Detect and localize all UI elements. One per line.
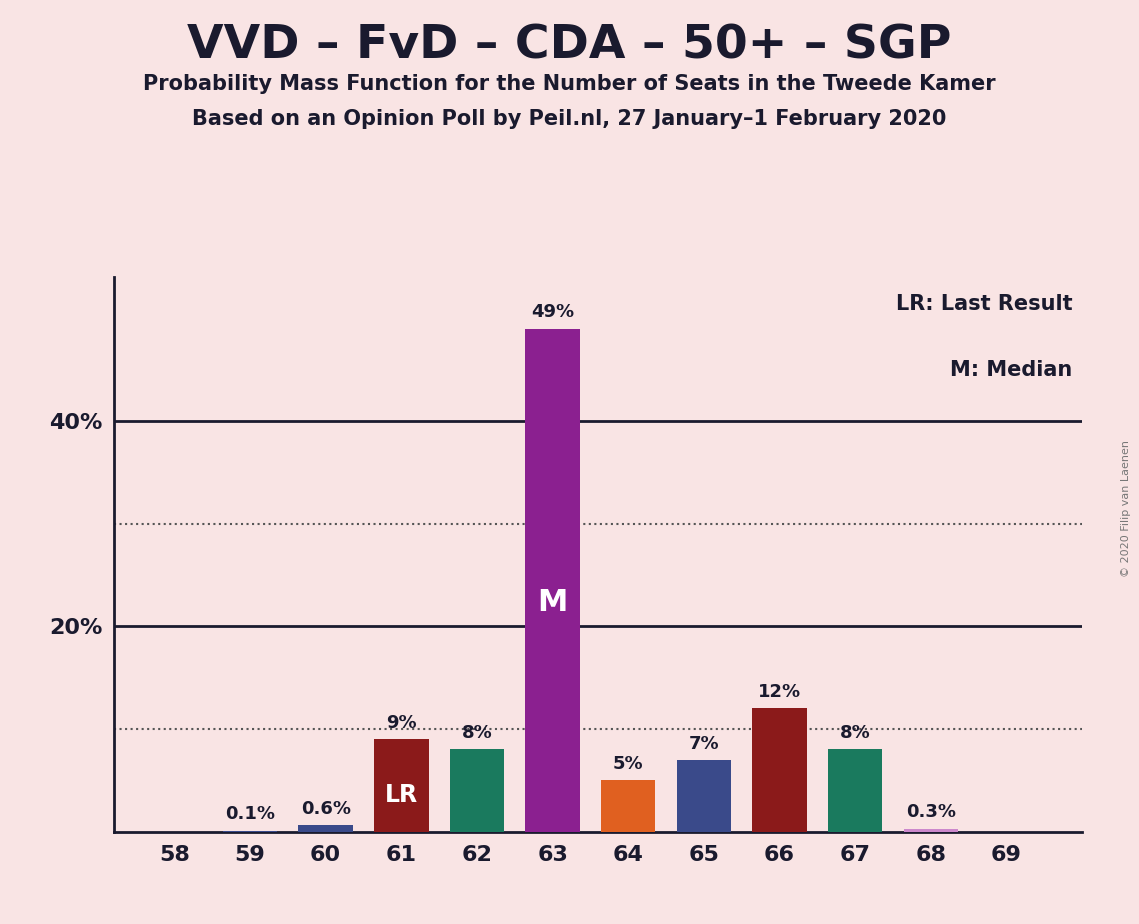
Bar: [374, 739, 428, 832]
Text: M: M: [538, 589, 567, 617]
Bar: [828, 749, 883, 832]
Text: LR: Last Result: LR: Last Result: [895, 294, 1073, 314]
Text: VVD – FvD – CDA – 50+ – SGP: VVD – FvD – CDA – 50+ – SGP: [187, 23, 952, 68]
Bar: [903, 829, 958, 832]
Text: © 2020 Filip van Laenen: © 2020 Filip van Laenen: [1121, 440, 1131, 577]
Text: 8%: 8%: [461, 724, 492, 742]
Text: 0.1%: 0.1%: [226, 806, 274, 823]
Text: LR: LR: [385, 783, 418, 807]
Text: 49%: 49%: [531, 303, 574, 322]
Text: Probability Mass Function for the Number of Seats in the Tweede Kamer: Probability Mass Function for the Number…: [144, 74, 995, 94]
Text: 0.6%: 0.6%: [301, 800, 351, 819]
Text: 0.3%: 0.3%: [906, 803, 956, 821]
Text: 5%: 5%: [613, 755, 644, 773]
Bar: [450, 749, 505, 832]
Bar: [752, 709, 806, 832]
Bar: [601, 780, 655, 832]
Text: 12%: 12%: [757, 683, 801, 701]
Bar: [223, 831, 277, 832]
Text: M: Median: M: Median: [950, 360, 1073, 381]
Text: 8%: 8%: [839, 724, 870, 742]
Bar: [525, 329, 580, 832]
Text: Based on an Opinion Poll by Peil.nl, 27 January–1 February 2020: Based on an Opinion Poll by Peil.nl, 27 …: [192, 109, 947, 129]
Text: 7%: 7%: [689, 735, 719, 752]
Bar: [677, 760, 731, 832]
Bar: [298, 825, 353, 832]
Text: 9%: 9%: [386, 714, 417, 732]
